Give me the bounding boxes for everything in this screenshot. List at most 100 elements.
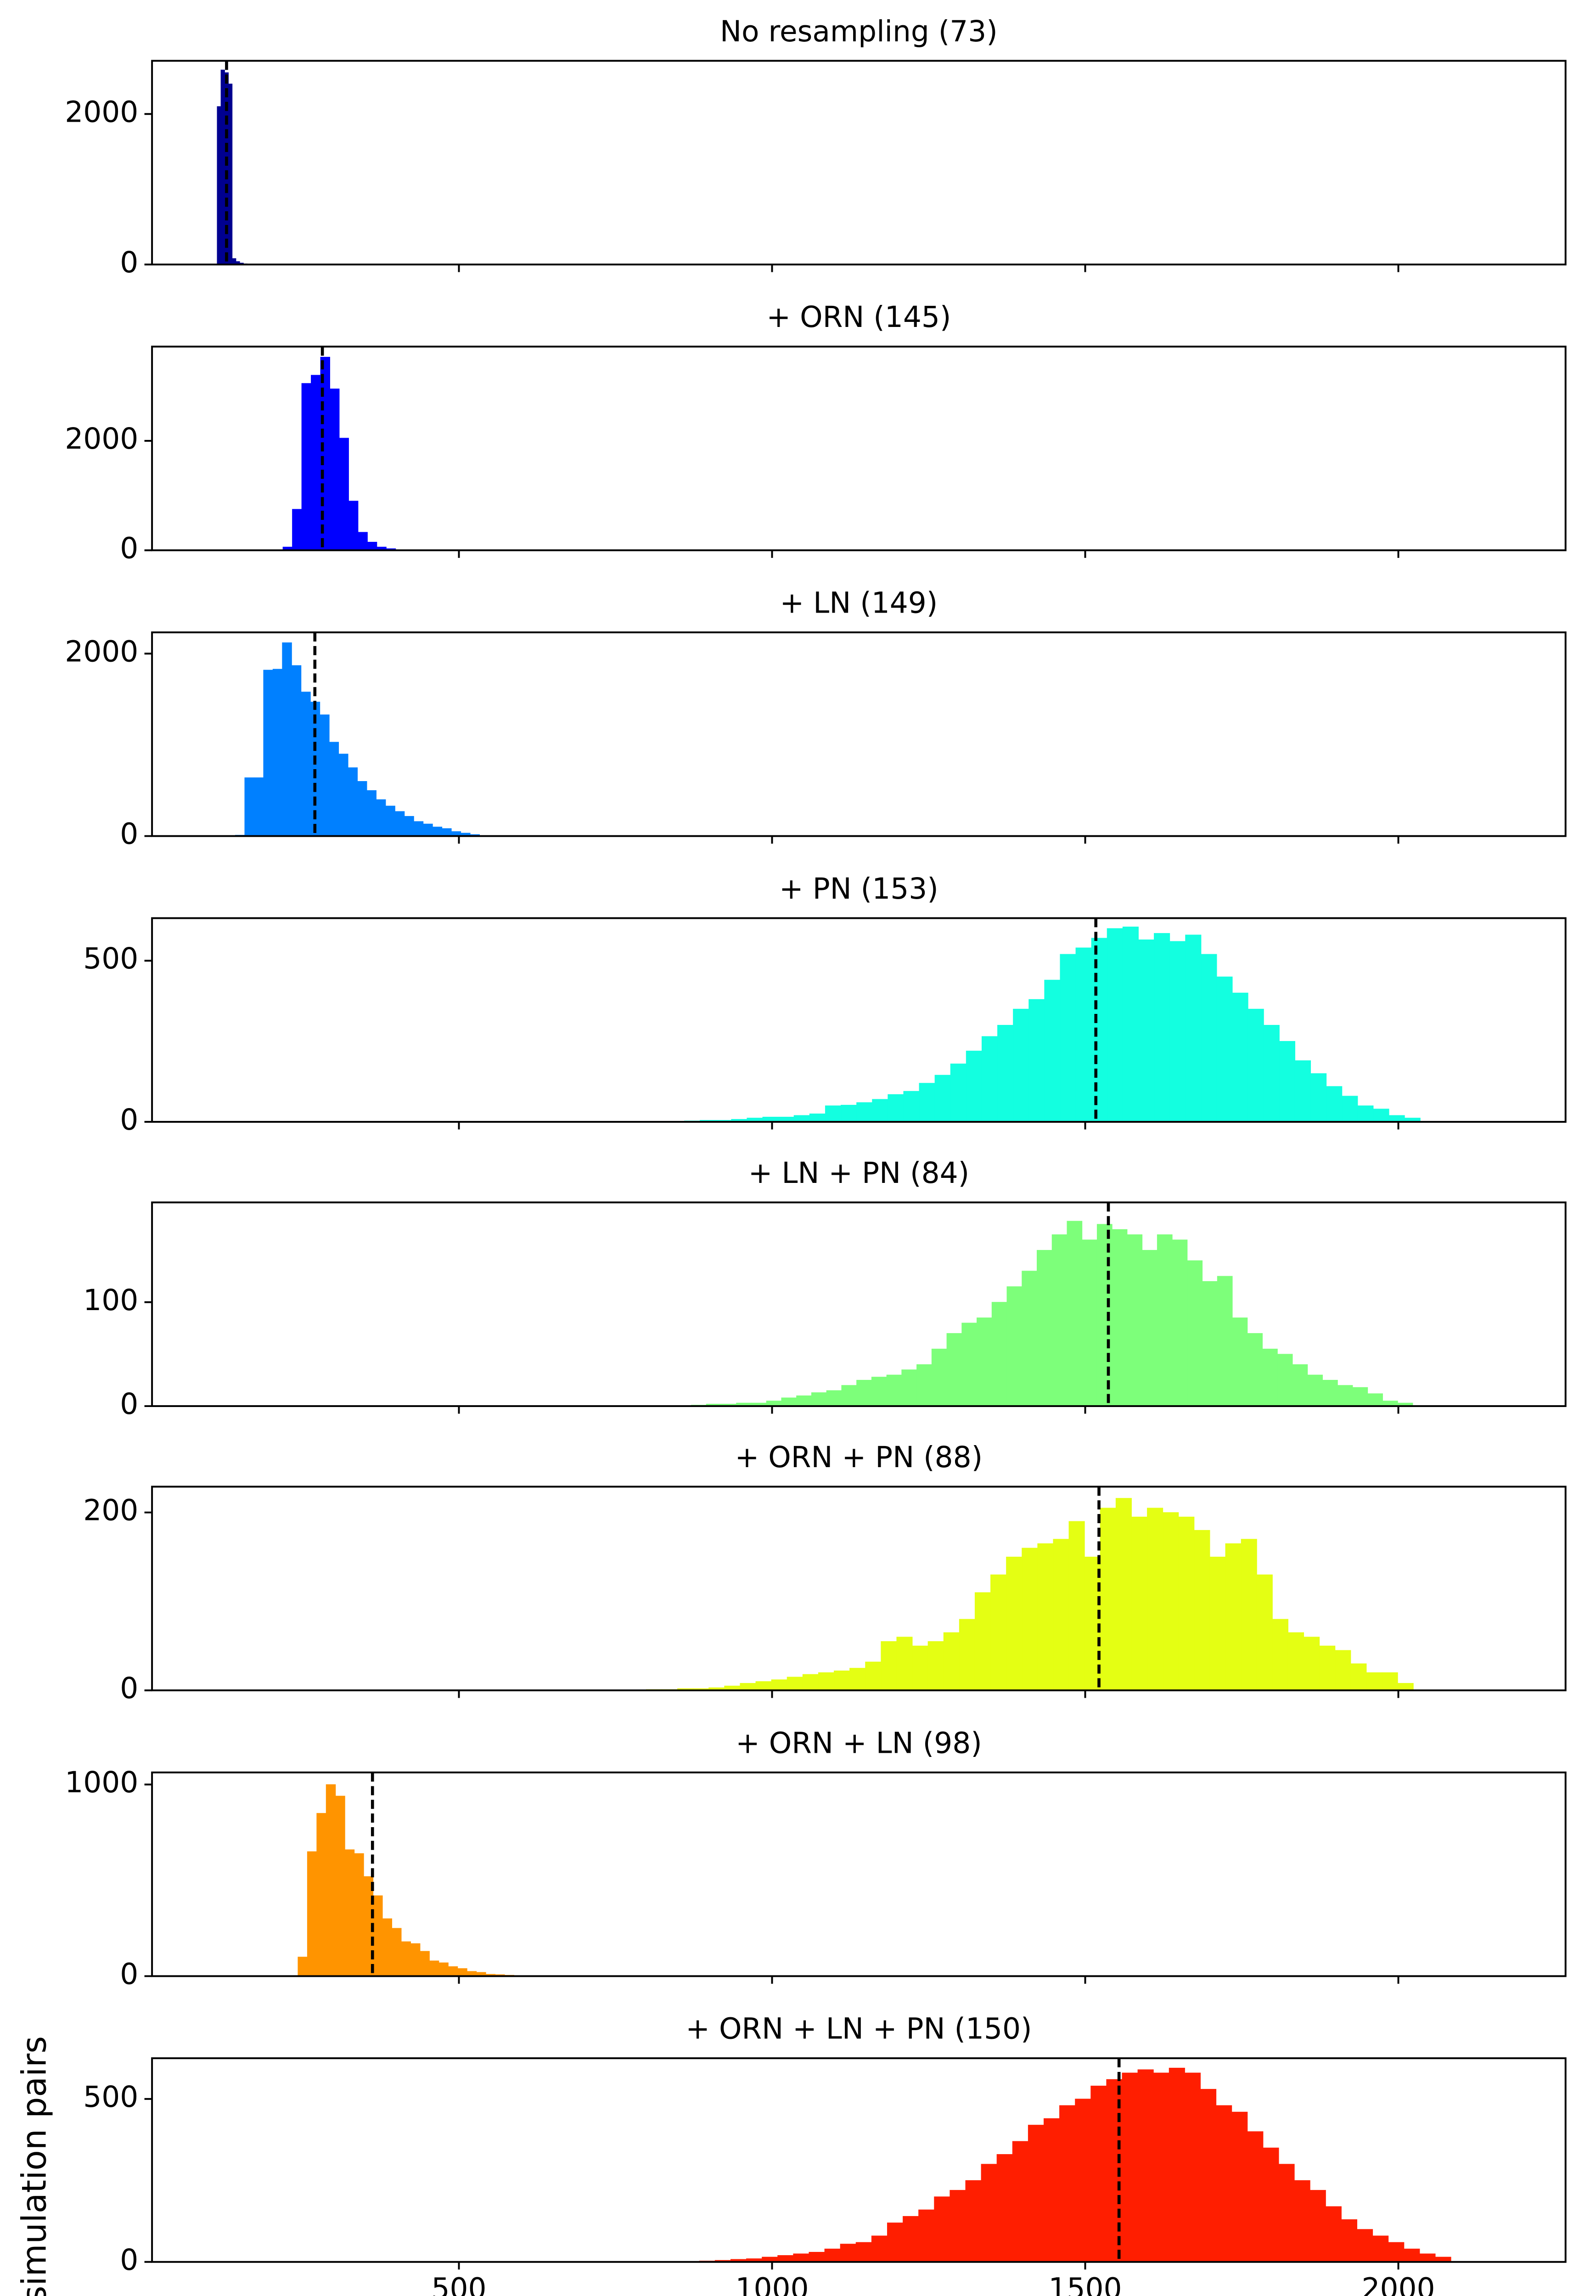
histogram-bar: [990, 1574, 1007, 1691]
histogram-bar: [1287, 1632, 1304, 1691]
histogram-bar: [961, 1322, 978, 1407]
histogram-bar: [1067, 1221, 1083, 1407]
histogram-bar: [339, 438, 349, 551]
histogram-bar: [809, 1113, 826, 1122]
histogram-bar: [1107, 928, 1123, 1122]
histogram-bar: [966, 1051, 982, 1122]
histogram-bar: [382, 1918, 393, 1976]
histogram-bar: [1247, 2131, 1264, 2262]
subplot-title: + LN (149): [780, 586, 938, 620]
histogram-bar: [1225, 1543, 1242, 1691]
histogram-bar: [348, 501, 359, 551]
y-tick-label: 2000: [65, 95, 138, 129]
axes-frame: [151, 1201, 1567, 1407]
histogram-bar: [224, 72, 229, 265]
histogram-bar: [420, 1951, 430, 1976]
histogram-bar: [1187, 1260, 1203, 1407]
histogram-bar: [959, 1619, 975, 1691]
y-tick-label: 1000: [65, 1766, 138, 1799]
histogram-bar: [977, 1317, 992, 1407]
histogram-bar: [1012, 2141, 1028, 2262]
histogram-bar: [1112, 1229, 1128, 1407]
histogram-bar: [1241, 1539, 1257, 1691]
histogram-bar: [1404, 2248, 1420, 2262]
histogram-bar: [1326, 1086, 1343, 1122]
histogram-bar: [1169, 2067, 1185, 2262]
y-tick-label: 0: [120, 1671, 138, 1705]
histogram-bar: [1138, 939, 1155, 1122]
histogram-bar: [1082, 1239, 1097, 1407]
histogram-bar: [991, 1302, 1007, 1407]
histogram-bar: [825, 1105, 842, 1122]
subplot-title: No resampling (73): [720, 15, 998, 48]
histogram-bar: [809, 2251, 825, 2262]
histogram-bar: [1278, 2164, 1295, 2262]
histogram-bar: [1036, 1250, 1052, 1407]
histogram-bar: [1154, 933, 1170, 1122]
y-tick-label: 0: [120, 1387, 138, 1421]
y-tick-label: 0: [120, 1103, 138, 1137]
axes-frame: [151, 2057, 1567, 2263]
histogram-bar: [871, 1377, 887, 1407]
histogram-bar: [1053, 1539, 1069, 1691]
histogram-bar: [410, 1943, 421, 1976]
y-tick-label: 0: [120, 2243, 138, 2277]
histogram-bar: [423, 823, 433, 837]
y-tick-label: 0: [120, 246, 138, 279]
histogram-bar: [1068, 1521, 1085, 1691]
histogram-bar: [888, 1094, 904, 1122]
histogram-bar: [413, 821, 424, 837]
histogram-bar: [1350, 1663, 1367, 1691]
x-tick-label: 500: [431, 2272, 486, 2296]
histogram-bar: [1372, 2235, 1389, 2262]
histogram-bar: [1122, 926, 1139, 1122]
histogram-bar: [1262, 1349, 1278, 1407]
histogram-bar: [1342, 1096, 1358, 1122]
axes-frame: [151, 631, 1567, 837]
histogram-bar: [1322, 1379, 1338, 1407]
histogram-bar: [307, 1851, 317, 1976]
histogram-bar: [316, 1813, 326, 1976]
histogram-bar: [787, 1677, 803, 1691]
histogram-bar: [802, 1674, 819, 1691]
y-tick-label: 2000: [65, 422, 138, 456]
subplot: + ORN + LN + PN (150) 0 500 500 1000 1500 2000…: [15, 2012, 1567, 2296]
axes-frame: [151, 345, 1567, 551]
histogram-bar: [376, 799, 386, 837]
histogram-bar: [311, 375, 321, 551]
histogram-bar: [1216, 976, 1233, 1122]
histogram-bar: [1153, 2072, 1169, 2262]
histogram-bar: [253, 777, 264, 837]
histogram-bar: [401, 1941, 411, 1976]
histogram-bar: [950, 2190, 966, 2262]
histogram-bar: [1292, 1364, 1308, 1407]
histogram-bar: [1217, 1276, 1233, 1407]
histogram-bar: [1341, 2219, 1357, 2262]
histogram-bar: [1319, 1645, 1336, 1691]
histogram-bar: [354, 1853, 364, 1976]
histogram-bar: [871, 2235, 888, 2262]
histogram-bar: [974, 1592, 991, 1691]
histogram-bar: [1100, 1508, 1116, 1691]
histogram-bar: [943, 1632, 960, 1691]
histogram-bar: [1090, 2086, 1107, 2262]
histogram-bar: [834, 1670, 850, 1691]
histogram-bar: [1202, 1281, 1218, 1407]
histogram-bar: [840, 2244, 856, 2262]
histogram-bar: [1382, 1672, 1398, 1691]
histogram-bar: [997, 1024, 1014, 1122]
subplot-title: + ORN + PN (88): [735, 1441, 983, 1474]
histogram-bar: [1367, 1393, 1383, 1407]
histogram-bar: [1272, 1619, 1288, 1691]
histogram-bar: [220, 69, 225, 265]
histogram-bar: [1060, 954, 1076, 1122]
histogram-bar: [1022, 1271, 1037, 1407]
histogram-bar: [826, 1390, 842, 1407]
subplot: + LN + PN (84) 0 100: [83, 1156, 1567, 1421]
histogram-bar: [946, 1333, 962, 1407]
histogram-bar: [1028, 999, 1045, 1122]
histogram-bar: [965, 2180, 982, 2262]
histogram-bar: [1294, 2180, 1310, 2262]
histogram-bar: [1232, 992, 1248, 1122]
histogram-bar: [1147, 1508, 1163, 1691]
